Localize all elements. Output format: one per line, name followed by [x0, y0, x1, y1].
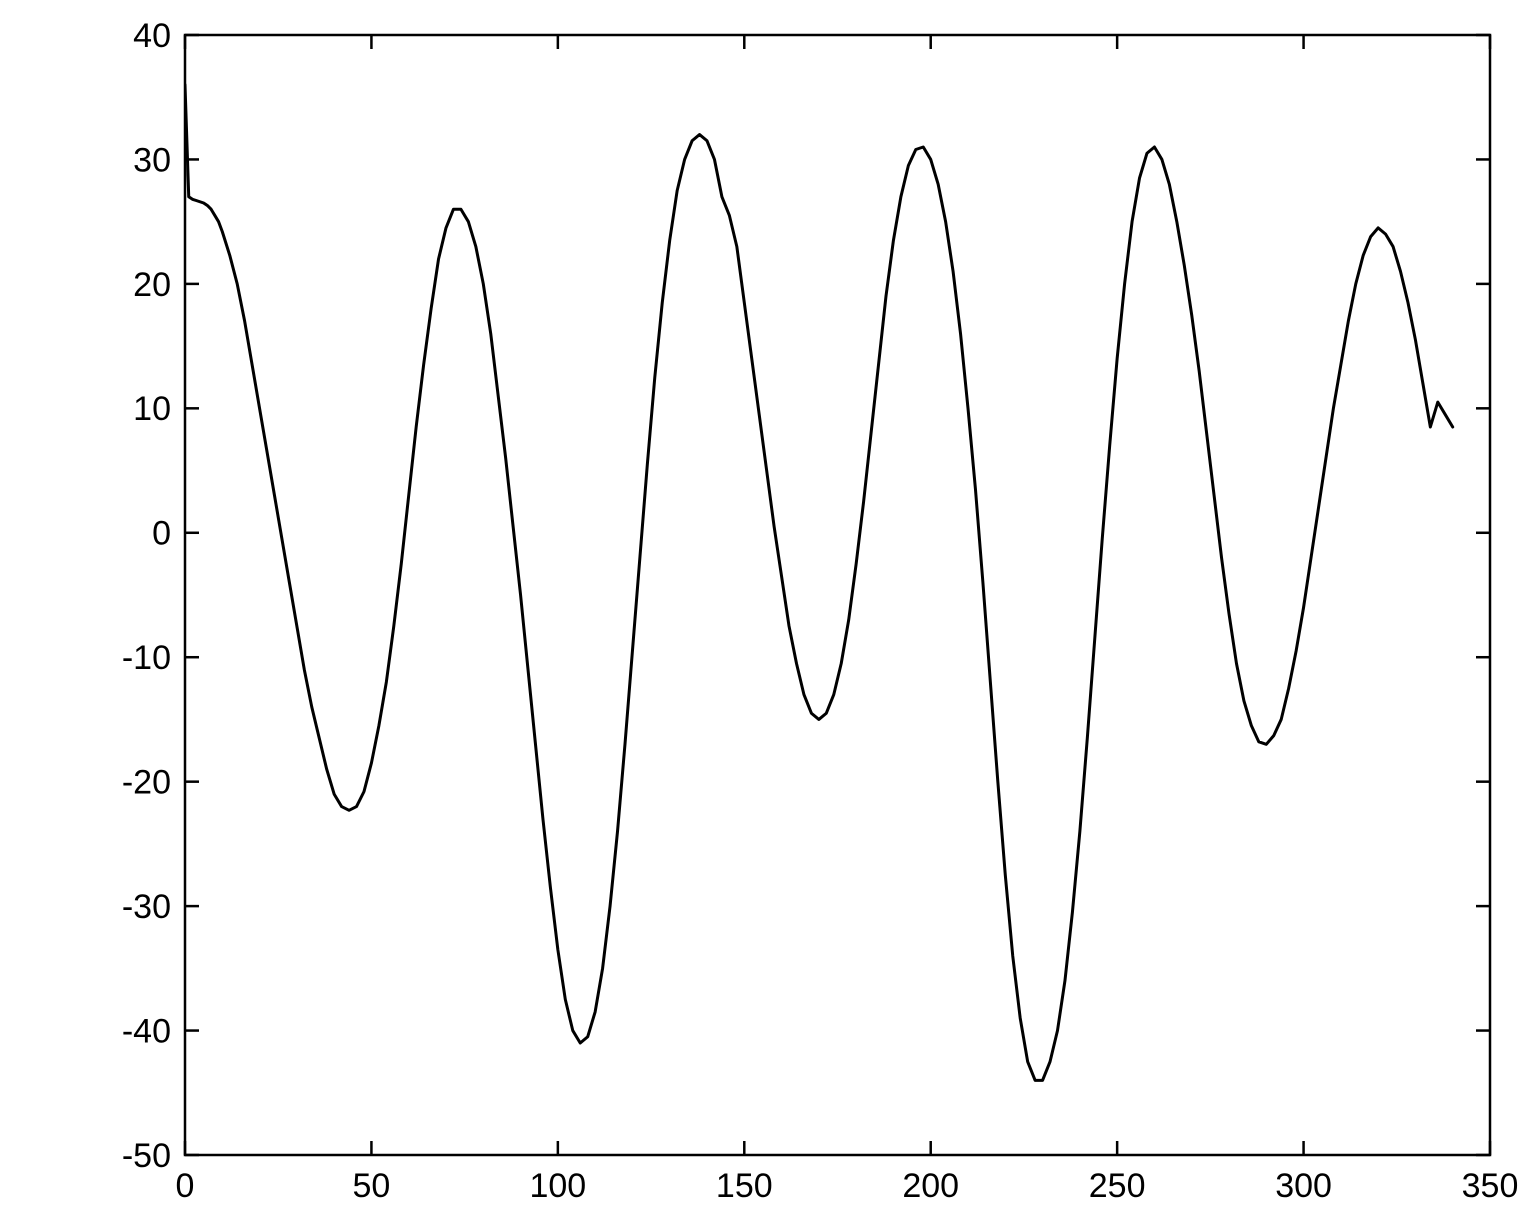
x-tick-label: 150 [716, 1167, 773, 1205]
y-tick-label: 0 [152, 515, 171, 553]
x-tick-label: 100 [529, 1167, 586, 1205]
y-tick-label: -20 [122, 764, 171, 802]
x-tick-label: 0 [176, 1167, 195, 1205]
y-tick-label: 30 [133, 141, 171, 179]
y-tick-label: 40 [133, 17, 171, 55]
x-tick-label: 300 [1275, 1167, 1332, 1205]
y-tick-label: -50 [122, 1137, 171, 1175]
y-tick-label: -10 [122, 639, 171, 677]
chart-background [0, 0, 1540, 1215]
x-tick-label: 50 [353, 1167, 391, 1205]
y-tick-label: -30 [122, 888, 171, 926]
line-chart: 0 50 100 150 200 250 300 350 -50 -40 -30 -20 -10 0 10 2… [0, 0, 1540, 1215]
y-tick-label: 20 [133, 266, 171, 304]
x-tick-label: 250 [1089, 1167, 1146, 1205]
y-tick-label: -40 [122, 1012, 171, 1050]
y-tick-label: 10 [133, 390, 171, 428]
chart-svg: 0 50 100 150 200 250 300 350 -50 -40 -30 -20 -10 0 10 2… [0, 0, 1540, 1215]
x-tick-label: 350 [1462, 1167, 1519, 1205]
x-tick-label: 200 [902, 1167, 959, 1205]
